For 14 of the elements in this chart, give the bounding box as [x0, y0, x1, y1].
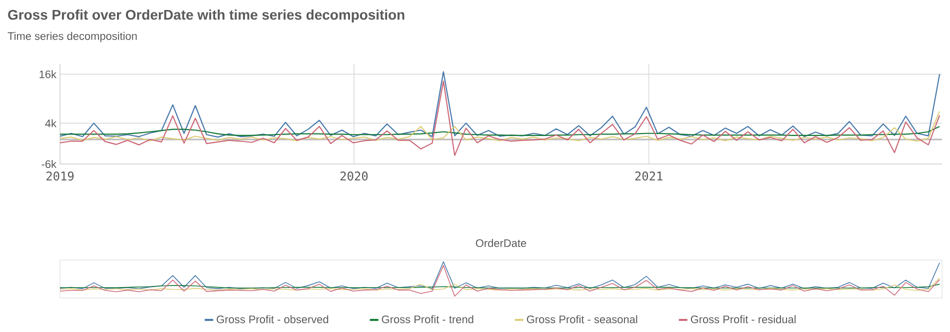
x-tick-label: 2021 — [635, 172, 662, 181]
line-series — [60, 71, 940, 138]
legend-label: Gross Profit - observed — [216, 315, 328, 324]
chart-title: Gross Profit over OrderDate with time series decomposition — [8, 9, 404, 22]
chart-subtitle: Time series decomposition — [8, 32, 137, 42]
y-tick-label: 16k — [40, 70, 56, 78]
y-tick-label: 4k — [45, 119, 56, 128]
x-tick-label: 2019 — [46, 172, 74, 181]
legend-label: Gross Profit - trend — [382, 315, 474, 324]
x-tick-label: 2020 — [340, 172, 368, 181]
legend-label: Gross Profit - residual — [690, 315, 796, 324]
y-tick-label: -6k — [42, 160, 56, 168]
legend-label: Gross Profit - seasonal — [526, 315, 638, 324]
text: OrderDate — [476, 238, 526, 248]
